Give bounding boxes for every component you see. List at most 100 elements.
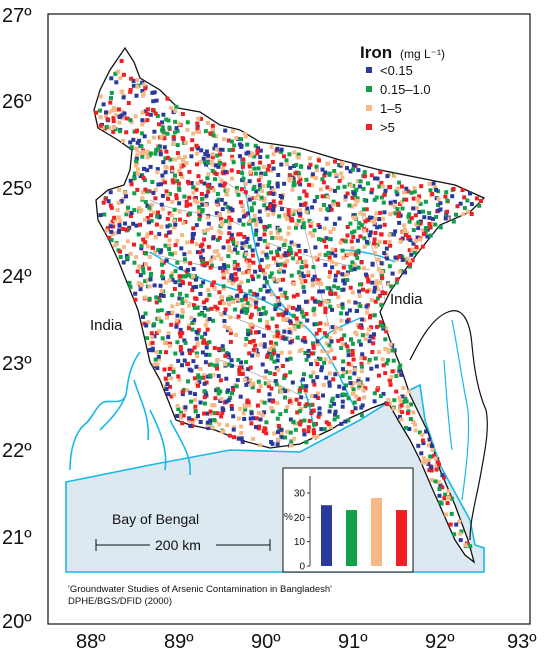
sample-dot [355,256,360,260]
sample-dot [157,329,162,334]
sample-dot [378,394,383,399]
sample-dot [230,299,235,304]
sample-dot [152,283,157,288]
sample-dot [333,248,338,253]
sample-dot [323,262,328,267]
sample-dot [271,344,276,349]
sample-dot [411,228,416,233]
sample-dot [211,280,216,285]
sample-dot [436,203,440,207]
sample-dot [184,293,189,298]
sample-dot [148,164,153,169]
sample-dot [199,255,204,260]
sample-dot [359,223,364,228]
sample-dot [158,250,163,255]
sample-dot [153,357,158,362]
sample-dot [404,425,408,430]
sample-dot [273,303,278,308]
sample-dot [282,336,287,341]
sample-dot [286,231,291,236]
sample-dot [196,146,201,151]
sample-dot [345,272,349,277]
sample-dot [254,425,258,430]
sample-dot [181,163,186,168]
sample-dot [136,167,140,172]
sample-dot [356,397,361,401]
sample-dot [450,194,455,199]
sample-dot [290,187,295,192]
sample-dot [257,216,262,221]
sample-dot [135,153,140,158]
sample-dot [137,206,142,211]
sample-dot [287,225,292,230]
sample-dot [254,228,259,233]
sample-dot [275,401,280,406]
sample-dot [262,410,267,415]
sample-dot [232,263,237,268]
sample-dot [141,270,146,275]
sample-dot [341,287,346,292]
sample-dot [205,411,210,416]
sample-dot [341,367,345,372]
sample-dot [443,194,448,199]
sample-dot [324,322,328,327]
sample-dot [145,168,150,173]
sample-dot [295,410,300,415]
sample-dot [190,418,194,423]
sample-dot [258,312,263,317]
sample-dot [265,206,270,211]
sample-dot [293,208,298,213]
sample-dot [168,157,173,162]
sample-dot [393,205,397,209]
sample-dot [183,340,188,345]
sample-dot [319,427,324,432]
sample-dot [103,196,108,201]
sample-dot [268,203,272,208]
sample-dot [195,305,200,310]
sample-dot [216,374,221,378]
sample-dot [117,120,122,125]
sample-dot [252,184,257,189]
sample-dot [443,216,448,221]
sample-dot [229,168,234,173]
sample-dot [180,112,185,116]
sample-dot [164,149,169,154]
sample-dot [317,225,322,229]
sample-dot [445,209,450,214]
sample-dot [278,255,283,260]
sample-dot [243,293,248,298]
sample-dot [291,420,296,425]
sample-dot [221,407,226,412]
sample-dot [353,202,358,207]
sample-dot [420,460,425,465]
sample-dot [184,161,189,166]
sample-dot [214,199,219,204]
sample-dot [444,512,449,517]
sample-dot [276,353,281,358]
sample-dot [167,223,172,228]
sample-dot [433,185,437,190]
sample-dot [306,273,311,278]
sample-dot [320,167,325,172]
sample-dot [209,306,214,311]
sample-dot [359,361,364,366]
sample-dot [316,414,321,419]
sample-dot [180,421,185,426]
sample-dot [173,222,178,227]
sample-dot [123,190,128,195]
sample-dot [191,274,195,279]
sample-dot [256,146,261,151]
sample-dot [362,318,367,323]
sample-dot [165,216,170,221]
sample-dot [171,180,176,185]
sample-dot [175,151,180,156]
sample-dot [177,186,181,191]
sample-dot [317,406,322,411]
sample-dot [215,192,220,196]
sample-dot [269,352,274,357]
sample-dot [294,316,299,321]
sample-dot [243,343,248,347]
sample-dot [316,299,321,304]
sample-dot [377,293,382,298]
sample-dot [207,352,212,357]
